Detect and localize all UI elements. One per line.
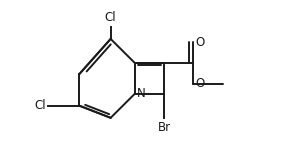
Text: N: N	[137, 87, 146, 100]
Text: Cl: Cl	[35, 99, 46, 112]
Text: O: O	[195, 77, 204, 90]
Text: Br: Br	[158, 121, 171, 134]
Text: O: O	[195, 36, 204, 49]
Text: Cl: Cl	[105, 11, 116, 24]
